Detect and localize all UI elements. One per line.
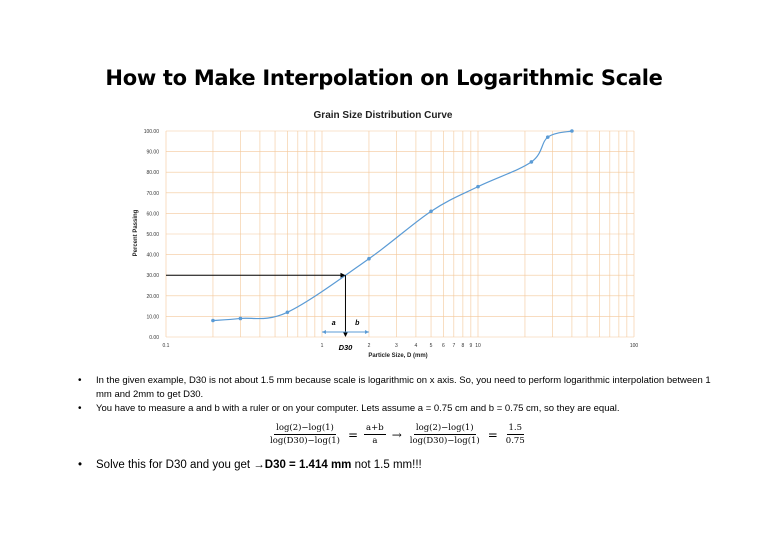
fraction-1-denominator: log(D30)−log(1) xyxy=(270,436,340,446)
y-tick-label: 60.00 xyxy=(146,211,159,217)
data-point xyxy=(529,160,534,164)
data-point xyxy=(367,256,371,261)
x-axis-label: Particle Size, D (mm) xyxy=(368,353,427,359)
arrow-icon: → xyxy=(253,459,265,471)
fraction-1-numerator: log(2)−log(1) xyxy=(274,423,336,435)
x-tick-label: 10 xyxy=(475,343,481,349)
fraction-3-denominator: log(D30)−log(1) xyxy=(409,436,480,446)
x-tick-labels: 0.1 1 2 3 4 5 6 7 8 9 10 100 xyxy=(163,343,639,349)
explanation-text-1: In the given example, D30 is not about 1… xyxy=(96,375,711,400)
x-tick-label: 8 xyxy=(461,343,464,349)
x-tick-label: 9 xyxy=(469,343,472,349)
explanation-text-2: You have to measure a and b with a ruler… xyxy=(96,403,620,414)
x-tick-label: 5 xyxy=(430,343,433,349)
data-point xyxy=(429,209,433,214)
x-tick-label: 0.1 xyxy=(163,343,170,349)
chart-grid xyxy=(165,130,635,338)
fraction-4: 1.5 0.75 xyxy=(504,423,527,446)
series-line xyxy=(212,130,573,322)
y-tick-label: 30.00 xyxy=(146,273,159,279)
data-point xyxy=(476,184,480,189)
conclusion-result: D30 = 1.414 mm xyxy=(264,459,352,471)
data-point xyxy=(285,310,290,315)
x-tick-label: 7 xyxy=(452,343,455,349)
y-axis-label: Percent Passing xyxy=(133,209,139,256)
y-tick-label: 50.00 xyxy=(146,232,159,238)
fraction-1: log(2)−log(1) log(D30)−log(1) xyxy=(268,423,342,446)
conclusion-item: • Solve this for D30 and you get →D30 = 1… xyxy=(78,459,422,471)
fraction-4-denominator: 0.75 xyxy=(505,436,525,446)
fraction-2-denominator: a xyxy=(372,436,378,446)
d30-annotation: a b D30 xyxy=(166,272,369,352)
d30-label: D30 xyxy=(339,343,354,352)
explanation-item-2: • You have to measure a and b with a rul… xyxy=(78,402,718,416)
y-tick-labels: 0.00 10.00 20.00 30.00 40.00 50.00 60.00 70.00 8… xyxy=(144,129,160,341)
equals-sign: = xyxy=(487,427,498,442)
bullet-dot: • xyxy=(78,375,82,386)
y-tick-label: 100.00 xyxy=(144,129,160,135)
fraction-2-numerator: a+b xyxy=(364,423,386,435)
y-tick-label: 80.00 xyxy=(146,170,159,176)
y-tick-label: 10.00 xyxy=(146,314,159,320)
explanation-item-1: • In the given example, D30 is not about… xyxy=(78,374,718,402)
y-tick-label: 70.00 xyxy=(146,191,159,197)
arrow-icon: → xyxy=(391,427,402,442)
fraction-3: log(2)−log(1) log(D30)−log(1) xyxy=(408,423,482,446)
x-tick-label: 6 xyxy=(442,343,445,349)
y-tick-label: 90.00 xyxy=(146,150,159,156)
x-tick-label: 3 xyxy=(395,343,398,349)
conclusion-prefix: Solve this for D30 and you get xyxy=(96,459,254,471)
b-label: b xyxy=(355,320,360,327)
data-point xyxy=(570,129,574,133)
y-tick-label: 20.00 xyxy=(146,294,159,300)
y-tick-label: 0.00 xyxy=(149,335,159,341)
chart-title: Grain Size Distribution Curve xyxy=(314,110,453,121)
data-point xyxy=(211,318,215,323)
arrowhead-icon xyxy=(322,330,326,334)
fraction-2: a+b a xyxy=(364,423,386,446)
bullet-dot: • xyxy=(78,459,83,471)
x-tick-label: 2 xyxy=(368,343,371,349)
y-tick-label: 40.00 xyxy=(146,253,159,259)
page-title: How to Make Interpolation on Logarithmic… xyxy=(105,66,663,90)
data-point xyxy=(545,135,550,139)
series-points xyxy=(211,129,574,323)
arrowhead-icon xyxy=(340,272,346,278)
arrowhead-icon xyxy=(342,332,348,337)
equals-sign: = xyxy=(347,427,359,442)
interpolation-formula: log(2)−log(1) log(D30)−log(1) = a+b a → … xyxy=(268,423,527,446)
fraction-4-numerator: 1.5 xyxy=(506,423,525,435)
a-label: a xyxy=(332,320,336,327)
data-point xyxy=(238,316,243,321)
x-tick-label: 4 xyxy=(415,343,418,349)
x-tick-label: 1 xyxy=(321,343,324,349)
explanation-list: • In the given example, D30 is not about… xyxy=(78,374,718,416)
conclusion-suffix: not 1.5 mm!!! xyxy=(351,459,422,471)
bullet-dot: • xyxy=(78,403,82,414)
fraction-3-numerator: log(2)−log(1) xyxy=(413,423,476,435)
x-tick-label: 100 xyxy=(630,343,639,349)
arrowhead-icon xyxy=(364,330,369,334)
